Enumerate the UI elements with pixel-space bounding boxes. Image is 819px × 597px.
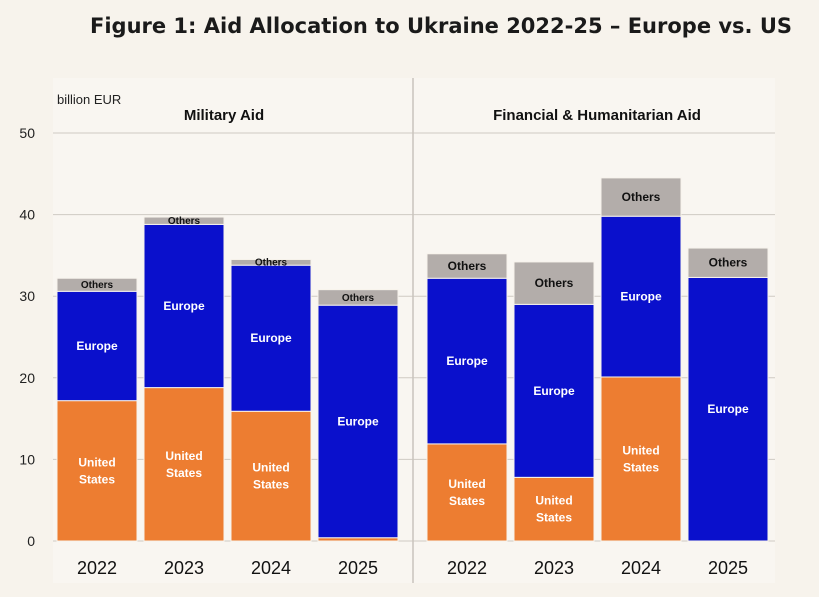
bar-segment-europe bbox=[513, 303, 595, 478]
segment-label: States bbox=[449, 494, 485, 508]
segment-label-others: Others bbox=[535, 276, 574, 290]
x-tick-label: 2023 bbox=[164, 558, 204, 578]
bar-segment-others bbox=[56, 277, 138, 292]
y-tick-label: 20 bbox=[19, 370, 35, 386]
bar-segment-us bbox=[230, 410, 312, 542]
segment-label: United bbox=[165, 449, 202, 463]
segment-label: Europe bbox=[446, 354, 488, 368]
segment-label: Europe bbox=[250, 331, 292, 345]
figure-title: Figure 1: Aid Allocation to Ukraine 2022… bbox=[90, 14, 793, 38]
bar-segment-us bbox=[143, 387, 225, 542]
panel-title: Military Aid bbox=[184, 107, 264, 124]
segment-label: Europe bbox=[707, 402, 749, 416]
segment-label: United bbox=[622, 443, 659, 457]
segment-label-others: Others bbox=[168, 216, 201, 227]
segment-label: States bbox=[253, 478, 289, 492]
bar-segment-others bbox=[230, 258, 312, 266]
bar-segment-others bbox=[687, 247, 769, 278]
segment-label-others: Others bbox=[342, 293, 375, 304]
segment-label: United bbox=[535, 494, 572, 508]
segment-label: Europe bbox=[533, 384, 575, 398]
panel-title: Financial & Humanitarian Aid bbox=[493, 107, 701, 124]
x-tick-label: 2025 bbox=[338, 558, 378, 578]
segment-label-others: Others bbox=[622, 190, 661, 204]
segment-label: United bbox=[78, 455, 115, 469]
bar-segment-us bbox=[426, 443, 508, 542]
segment-label: United bbox=[448, 477, 485, 491]
bar-segment-us bbox=[513, 476, 595, 542]
x-tick-label: 2025 bbox=[708, 558, 748, 578]
chart-container: 0 10 20 30 40 50 billion EUR Military Aid United… bbox=[13, 78, 784, 592]
x-tick-label: 2024 bbox=[621, 558, 661, 578]
segment-label: Europe bbox=[620, 290, 662, 304]
x-tick-label: 2022 bbox=[77, 558, 117, 578]
bar-segment-others bbox=[426, 253, 508, 279]
segment-label: States bbox=[79, 472, 115, 486]
y-tick-label: 0 bbox=[27, 533, 35, 549]
bar-segment-others bbox=[513, 261, 595, 305]
segment-label: United bbox=[252, 461, 289, 475]
segment-label-others: Others bbox=[448, 259, 487, 273]
bar-segment-us bbox=[600, 376, 682, 542]
bar-segment-europe bbox=[143, 223, 225, 389]
stacked-bar-chart: 0 10 20 30 40 50 billion EUR Military Aid United… bbox=[19, 78, 775, 583]
segment-label: Europe bbox=[76, 339, 118, 353]
segment-label: States bbox=[623, 460, 659, 474]
segment-label-others: Others bbox=[709, 256, 748, 270]
bar-segment-europe bbox=[600, 215, 682, 378]
y-tick-label: 40 bbox=[19, 207, 35, 223]
segment-label-others: Others bbox=[255, 258, 288, 269]
segment-label-others: Others bbox=[81, 280, 114, 291]
x-tick-label: 2022 bbox=[447, 558, 487, 578]
bar-segment-europe bbox=[317, 304, 399, 539]
segment-label: Europe bbox=[337, 414, 379, 428]
bar-segment-others bbox=[143, 216, 225, 225]
bar-segment-us bbox=[56, 400, 138, 542]
y-tick-label: 10 bbox=[19, 451, 35, 467]
bar-segment-europe bbox=[426, 277, 508, 445]
segment-label: States bbox=[166, 466, 202, 480]
bar-segment-others bbox=[600, 177, 682, 217]
unit-label: billion EUR bbox=[57, 92, 121, 107]
bar-segment-others bbox=[317, 289, 399, 306]
bar-segment-europe bbox=[230, 264, 312, 412]
x-tick-label: 2023 bbox=[534, 558, 574, 578]
segment-label: States bbox=[536, 511, 572, 525]
y-tick-label: 30 bbox=[19, 288, 35, 304]
segment-label: Europe bbox=[163, 299, 205, 313]
y-tick-label: 50 bbox=[19, 125, 35, 141]
x-tick-label: 2024 bbox=[251, 558, 291, 578]
